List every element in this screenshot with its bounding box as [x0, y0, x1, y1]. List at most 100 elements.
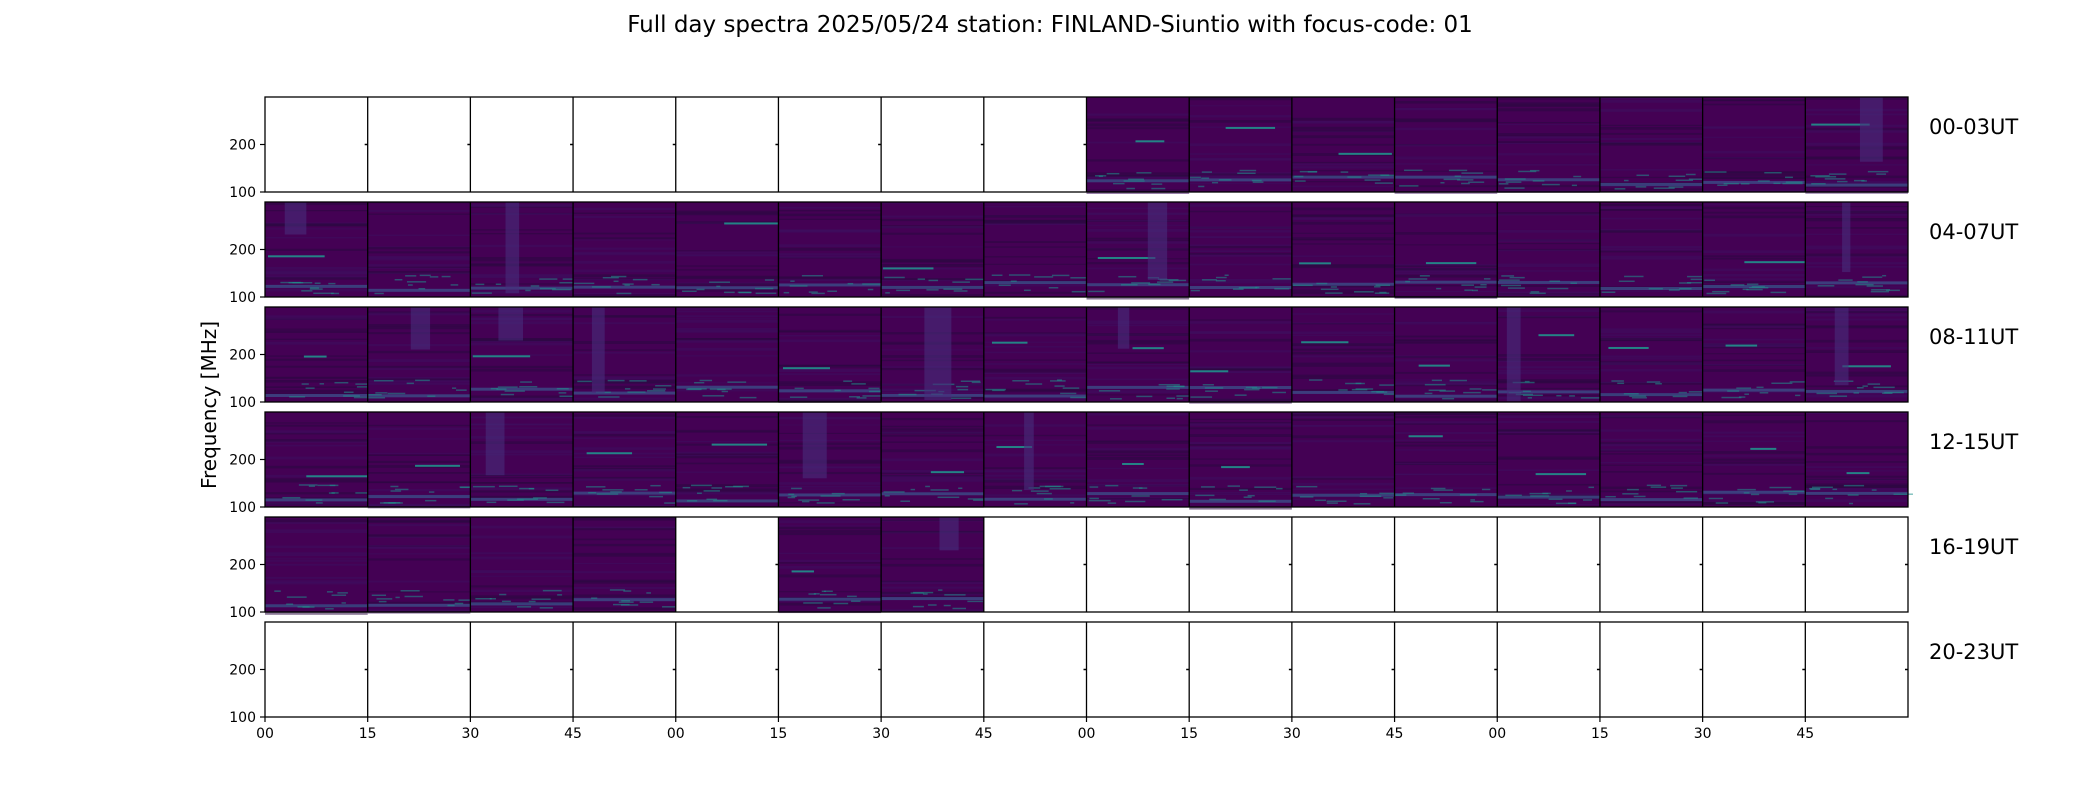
y-tick-label: 100 [229, 500, 256, 516]
spectrum-panel [1599, 97, 1708, 192]
spectrum-panel [1394, 97, 1498, 194]
spectrum-panel [675, 307, 779, 402]
x-tick-label: 45 [975, 726, 993, 742]
spectrum-panel [265, 412, 370, 507]
spectrum-panel [1599, 307, 1709, 402]
y-tick-label: 200 [229, 243, 256, 259]
x-tick-label: 15 [359, 726, 377, 742]
spectrum-panel [881, 622, 984, 717]
spectrum-panel [1086, 97, 1190, 194]
spectrum-panel [265, 622, 368, 717]
x-tick-label: 45 [1386, 726, 1404, 742]
spectrum-panel [1805, 307, 1908, 402]
spectrum-panel [1497, 202, 1600, 297]
spectrum-panel [778, 307, 888, 403]
spectrum-panel [1291, 97, 1403, 192]
figure-title: Full day spectra 2025/05/24 station: FIN… [627, 12, 1473, 38]
spectrum-panel [778, 517, 882, 614]
spectrum-panel [573, 622, 676, 717]
spectrum-panel [573, 517, 676, 612]
spectrum-panel [470, 202, 585, 297]
spectrum-panel [470, 307, 576, 402]
spectrum-panel [881, 307, 984, 402]
spectrum-panel [573, 307, 676, 403]
spectrum-panel [1291, 412, 1396, 507]
x-tick-label: 15 [770, 726, 788, 742]
y-tick-label: 100 [229, 605, 256, 621]
spectrum-panel [1189, 622, 1292, 717]
y-tick-label: 200 [229, 453, 256, 469]
spectrum-panel [367, 412, 481, 509]
spectrum-panel [1086, 202, 1190, 300]
spectrum-panel [573, 202, 676, 297]
x-tick-label: 15 [1180, 726, 1198, 742]
spectrum-panel [881, 202, 985, 297]
row-label: 08-11UT [1929, 325, 2018, 349]
spectrum-panel [1189, 202, 1292, 297]
spectrum-panel [1497, 97, 1600, 193]
spectrum-panel [1394, 202, 1498, 299]
spectrum-panel [1394, 517, 1498, 612]
spectrum-panel [1497, 622, 1600, 717]
spectrum-panel [675, 622, 779, 717]
spectrum-panel [265, 97, 368, 192]
y-tick-label: 100 [229, 185, 256, 201]
x-tick-label: 45 [1796, 726, 1814, 742]
x-tick-label: 45 [564, 726, 582, 742]
spectrum-panel [1599, 517, 1703, 612]
spectrum-panel [1497, 307, 1601, 402]
spectrum-panel [983, 97, 1087, 192]
spectrum-panel [675, 412, 779, 507]
spectrum-panel [1086, 412, 1190, 507]
spectrum-panel [470, 412, 574, 507]
x-tick-label: 30 [872, 726, 890, 742]
spectrum-panel [367, 307, 471, 403]
spectrum-panel [1291, 202, 1395, 297]
x-tick-label: 00 [1488, 726, 1506, 742]
spectrum-panel [675, 202, 782, 297]
y-tick-label: 100 [229, 290, 256, 306]
spectrum-panel [983, 307, 1089, 402]
spectrum-panel [1394, 622, 1498, 717]
y-tick-label: 200 [229, 348, 256, 364]
spectrum-panel [1189, 97, 1292, 192]
spectrum-panel [983, 412, 1087, 507]
x-tick-label: 00 [1078, 726, 1096, 742]
spectrum-panel [1394, 412, 1498, 507]
spectrum-panel [778, 202, 882, 297]
spectrum-panel [1291, 622, 1395, 717]
spectrum-panel [265, 517, 368, 615]
spectrum-panel [1086, 307, 1198, 402]
spectrum-panel [1702, 517, 1806, 612]
x-tick-label: 00 [256, 726, 274, 742]
x-tick-label: 30 [1694, 726, 1712, 742]
spectrum-panel [573, 97, 676, 192]
spectrum-panel [1702, 412, 1806, 507]
spectrum-panel [573, 412, 680, 507]
spectrum-panel [1086, 517, 1190, 612]
spectrum-panel [1599, 412, 1703, 507]
y-tick-label: 200 [229, 138, 256, 154]
spectrum-panel [778, 97, 882, 192]
spectrum-panel [470, 622, 574, 717]
spectrum-panel [1497, 412, 1600, 507]
x-tick-label: 15 [1591, 726, 1609, 742]
spectrum-panel [1599, 202, 1706, 297]
y-tick-label: 100 [229, 710, 256, 726]
spectrum-panel [1086, 622, 1190, 717]
spectrum-panel [983, 517, 1087, 612]
spectrum-panel [1702, 202, 1806, 297]
spectrum-panel [265, 202, 368, 297]
spectrum-panel [675, 517, 779, 612]
spectrum-panel [1291, 307, 1399, 402]
spectrum-panel [1189, 517, 1292, 612]
spectrum-panel [983, 622, 1087, 717]
spectrum-panel [367, 97, 471, 192]
spectrum-panel [1189, 412, 1292, 510]
spectrum-panel [983, 202, 1088, 297]
spectrum-panel [367, 517, 476, 614]
spectrum-panel [881, 97, 984, 192]
spectrum-panel [881, 412, 990, 508]
